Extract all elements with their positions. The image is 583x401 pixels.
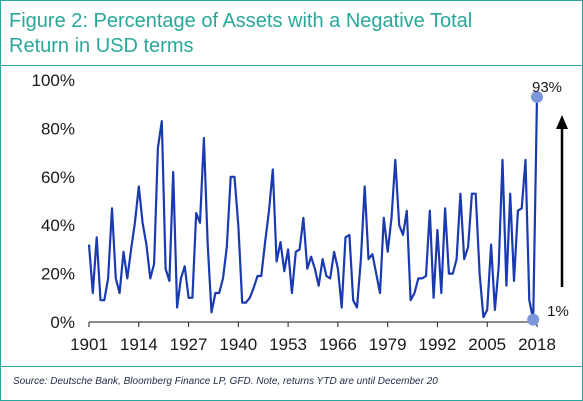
arrow-head: [556, 115, 568, 129]
x-tick-label: 1901: [70, 335, 108, 354]
x-tick-label: 1966: [319, 335, 357, 354]
x-tick-label: 1953: [269, 335, 307, 354]
line-chart: 0% 20% 40% 60% 80% 100% 1901 1914 1927 1940 1953 19…: [32, 71, 569, 354]
x-tick-label: 1927: [170, 335, 208, 354]
trough-marker: [527, 313, 540, 326]
x-tick-label: 2018: [518, 335, 556, 354]
chart-title-line-2: Return in USD terms: [9, 35, 194, 57]
y-tick-label: 60%: [41, 168, 75, 187]
x-tick-label: 1914: [120, 335, 158, 354]
x-tick-label: 1979: [369, 335, 407, 354]
x-tick-label: 1940: [219, 335, 257, 354]
y-tick-label: 20%: [41, 265, 75, 284]
chart-title-line-1: Figure 2: Percentage of Assets with a Ne…: [9, 10, 473, 32]
chart-title: Figure 2: Percentage of Assets with a Ne…: [1, 1, 582, 61]
y-tick-label: 80%: [41, 119, 75, 138]
y-tick-label: 40%: [41, 216, 75, 235]
series-line: [87, 96, 539, 321]
source-divider: [1, 366, 582, 367]
source-note: Source: Deutsche Bank, Bloomberg Finance…: [13, 376, 438, 387]
peak-label: 93%: [532, 79, 562, 96]
title-divider: [1, 65, 582, 66]
x-tick-label: 1992: [419, 335, 457, 354]
y-tick-label: 100%: [32, 71, 75, 90]
y-tick-label: 0%: [50, 313, 75, 332]
x-tick-label: 2005: [468, 335, 506, 354]
peak-marker: [531, 90, 543, 103]
trough-label: 1%: [547, 303, 569, 320]
